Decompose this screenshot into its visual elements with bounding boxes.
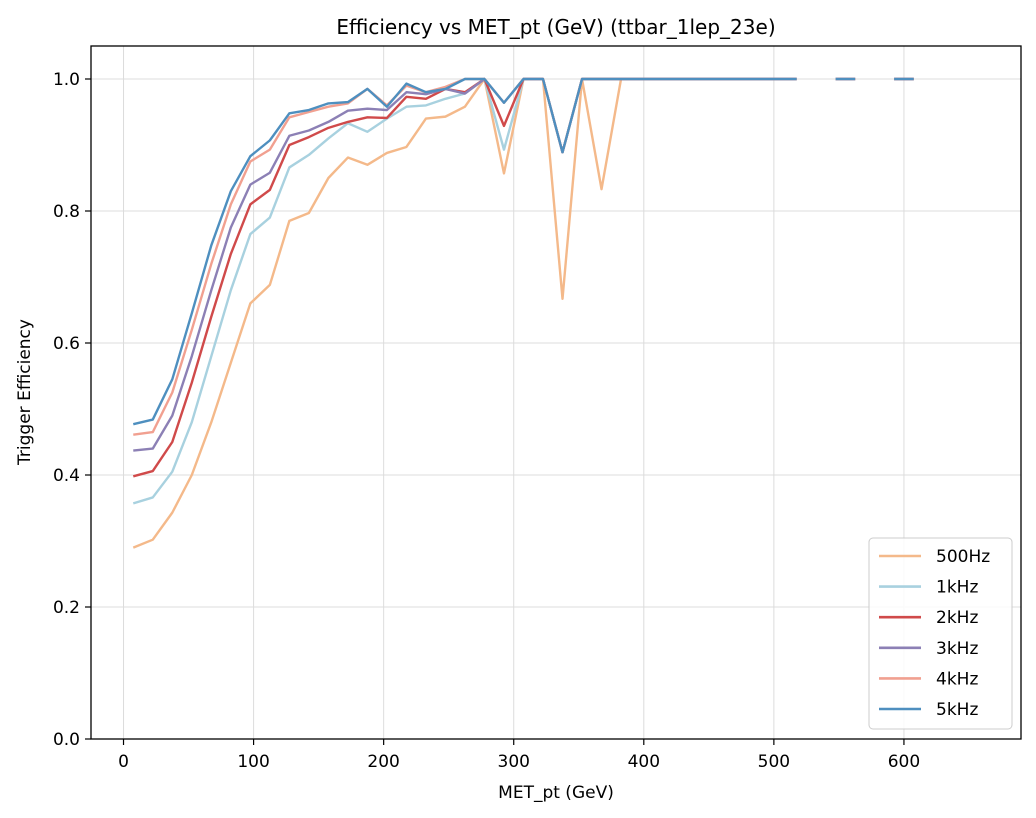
- series-5kHz: [132, 77, 914, 426]
- axis-ticks: 0 100 200 300 400 500 600 0.0 0.2 0.4 0.6 0.8 1.0: [53, 70, 920, 772]
- x-tick-label: 300: [498, 752, 530, 772]
- legend-label: 4kHz: [936, 669, 978, 689]
- y-tick-label: 0.6: [53, 334, 80, 354]
- series-1kHz: [132, 77, 914, 505]
- series-line: [132, 77, 914, 426]
- legend-label: 5kHz: [936, 700, 978, 720]
- y-tick-label: 0.0: [53, 730, 80, 750]
- x-tick-label: 600: [888, 752, 920, 772]
- legend-label: 1kHz: [936, 578, 978, 598]
- series-line: [133, 77, 914, 436]
- y-tick-label: 1.0: [53, 70, 80, 90]
- y-tick-label: 0.4: [53, 466, 80, 486]
- series-line: [132, 77, 914, 549]
- series-line: [132, 77, 914, 478]
- series-3kHz: [133, 77, 914, 452]
- y-axis-label: Trigger Efficiency: [15, 319, 35, 466]
- legend-label: 3kHz: [936, 639, 978, 659]
- y-tick-label: 0.2: [53, 598, 80, 618]
- legend: 500Hz 1kHz 2kHz 3kHz 4kHz 5kHz: [868, 537, 1013, 730]
- x-tick-label: 0: [118, 752, 129, 772]
- chart-title: Efficiency vs MET_pt (GeV) (ttbar_1lep_2…: [336, 15, 775, 39]
- series-500Hz: [132, 77, 914, 549]
- x-tick-label: 400: [628, 752, 660, 772]
- series-2kHz: [132, 77, 914, 478]
- legend-label: 500Hz: [936, 547, 990, 567]
- series-lines: [132, 77, 914, 549]
- x-tick-label: 200: [367, 752, 399, 772]
- series-line: [132, 77, 914, 505]
- x-axis-label: MET_pt (GeV): [498, 783, 614, 803]
- x-tick-label: 100: [237, 752, 269, 772]
- y-tick-label: 0.8: [53, 202, 80, 222]
- legend-label: 2kHz: [936, 608, 978, 628]
- series-line: [133, 77, 914, 452]
- series-4kHz: [133, 77, 914, 436]
- plot-frame: [90, 45, 1022, 740]
- grid: [91, 46, 1021, 740]
- x-tick-label: 500: [758, 752, 790, 772]
